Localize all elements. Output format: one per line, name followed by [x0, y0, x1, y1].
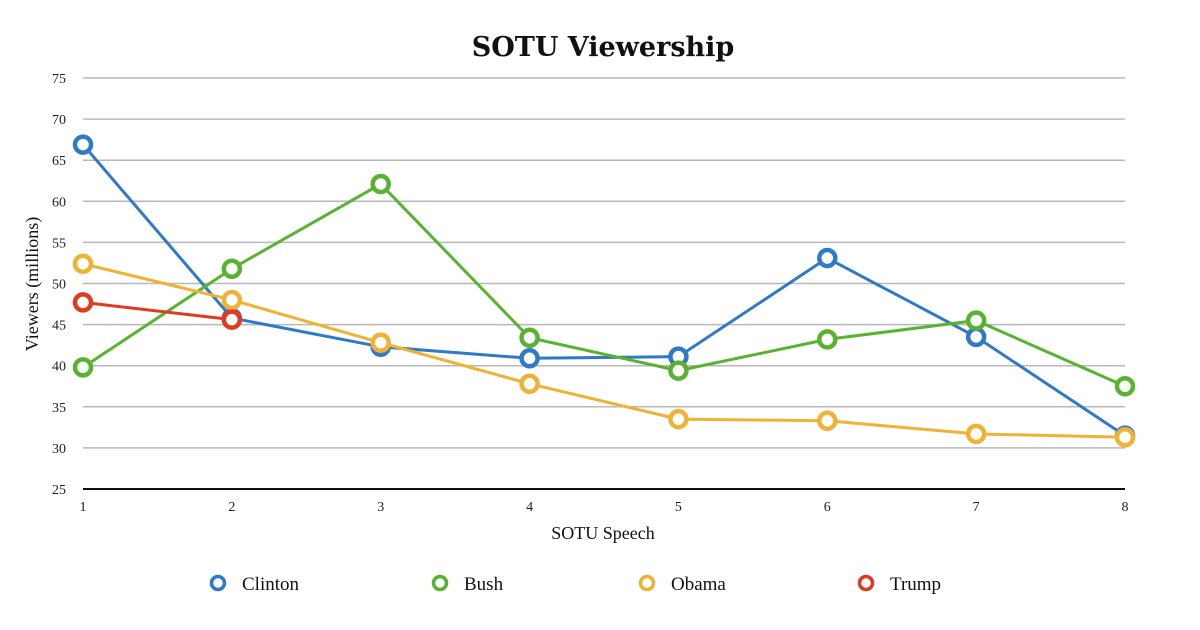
legend-label: Clinton	[242, 574, 300, 595]
data-point	[965, 423, 987, 445]
legend: Clinton Bush Obama Trump	[209, 574, 941, 595]
y-axis-ticks: 25 30 35 40 45 50 55 60 65 70 75	[52, 72, 66, 498]
data-point	[1114, 376, 1136, 397]
legend-marker	[638, 574, 656, 592]
data-point	[1114, 426, 1136, 448]
data-point	[817, 410, 838, 432]
chart-title: SOTU Viewership	[472, 32, 735, 63]
y-axis-label: Viewers (millions)	[22, 217, 43, 351]
x-tick-label: 7	[973, 500, 980, 515]
series-bush	[72, 173, 1136, 397]
legend-item-clinton: Clinton	[209, 574, 300, 595]
x-tick-label: 8	[1122, 500, 1129, 515]
data-point	[519, 373, 540, 395]
series-line	[82, 182, 1126, 388]
x-tick-label: 6	[824, 500, 831, 515]
y-tick-label: 70	[52, 113, 66, 128]
data-point	[221, 258, 243, 279]
y-tick-label: 65	[52, 154, 66, 169]
data-point	[370, 332, 391, 353]
y-tick-label: 60	[52, 195, 66, 210]
x-tick-label: 5	[675, 500, 682, 515]
x-axis-label: SOTU Speech	[551, 523, 654, 543]
y-tick-label: 55	[52, 236, 66, 251]
y-tick-label: 75	[52, 72, 66, 87]
data-point	[668, 408, 689, 430]
data-point	[965, 310, 987, 331]
data-point	[72, 357, 94, 378]
data-point	[72, 253, 94, 275]
grid-lines	[83, 77, 1125, 449]
x-axis-ticks: 1 2 3 4 5 6 7 8	[80, 500, 1129, 515]
series-trump	[72, 292, 243, 330]
legend-marker	[431, 574, 449, 592]
data-point	[817, 329, 838, 350]
legend-item-bush: Bush	[431, 574, 504, 595]
y-tick-label: 45	[52, 319, 66, 334]
legend-marker	[857, 574, 875, 592]
data-point	[965, 326, 987, 348]
legend-item-obama: Obama	[638, 574, 726, 595]
x-tick-label: 1	[80, 500, 87, 515]
data-point	[668, 360, 689, 381]
legend-label: Obama	[671, 574, 726, 595]
legend-item-trump: Trump	[857, 574, 941, 595]
legend-marker	[209, 574, 227, 592]
y-tick-label: 25	[52, 483, 66, 498]
data-point	[72, 134, 94, 155]
series-line	[81, 143, 1126, 437]
y-tick-label: 50	[52, 278, 66, 293]
x-tick-label: 4	[526, 500, 533, 515]
y-tick-label: 35	[52, 401, 66, 416]
data-point	[370, 173, 391, 195]
data-point	[221, 289, 243, 311]
data-point	[817, 247, 838, 269]
data-point	[72, 292, 94, 313]
legend-label: Trump	[890, 574, 941, 595]
series-obama	[72, 253, 1136, 448]
series-lines	[72, 134, 1136, 448]
x-tick-label: 2	[228, 500, 235, 515]
series-line	[82, 300, 233, 322]
legend-label: Bush	[464, 574, 504, 595]
y-tick-label: 40	[52, 360, 66, 375]
data-point	[519, 327, 540, 349]
data-point	[221, 309, 243, 330]
y-tick-label: 30	[52, 442, 66, 457]
series-line	[82, 262, 1126, 439]
x-tick-label: 3	[377, 500, 384, 515]
data-point	[519, 348, 540, 369]
